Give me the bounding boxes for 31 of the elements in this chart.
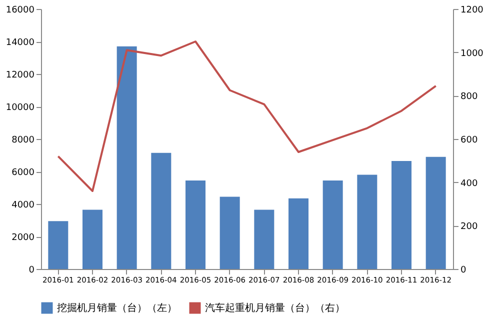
bar <box>48 221 68 269</box>
y-tick-label: 16000 <box>6 6 35 16</box>
bar <box>220 196 240 269</box>
y2-tick-label: 1200 <box>460 6 484 16</box>
bar <box>392 160 412 269</box>
y-tick-label: 2000 <box>12 233 35 243</box>
y2-tick-label: 400 <box>460 178 478 189</box>
line-series <box>57 40 437 192</box>
y-tick-label: 10000 <box>6 103 35 113</box>
y-tick-label: 12000 <box>6 70 35 80</box>
y-tick-label: 0 <box>28 266 35 276</box>
bar <box>186 180 206 269</box>
y-tick-label: 6000 <box>12 168 35 178</box>
y-tick-label: 14000 <box>6 38 35 48</box>
y2-tick-label: 800 <box>460 92 478 102</box>
y-tick-label: 4000 <box>12 200 35 210</box>
bar <box>426 156 446 269</box>
y-tick-label: 8000 <box>12 136 35 146</box>
bar <box>116 46 137 269</box>
y2-tick-label: 600 <box>460 136 478 146</box>
bar <box>322 180 343 269</box>
legend-label: 汽车起重机月销量（台）（右） <box>205 302 345 314</box>
bar <box>151 152 172 269</box>
y2-tick-label: 1000 <box>460 48 484 59</box>
y2-tick-label: 0 <box>460 266 466 276</box>
bar <box>288 198 308 269</box>
y2-tick-label: 200 <box>460 222 478 232</box>
bar <box>82 210 102 269</box>
legend-label: 挖掘机月销量（台）（左） <box>57 302 177 314</box>
bar <box>254 210 274 269</box>
bar <box>357 174 378 269</box>
